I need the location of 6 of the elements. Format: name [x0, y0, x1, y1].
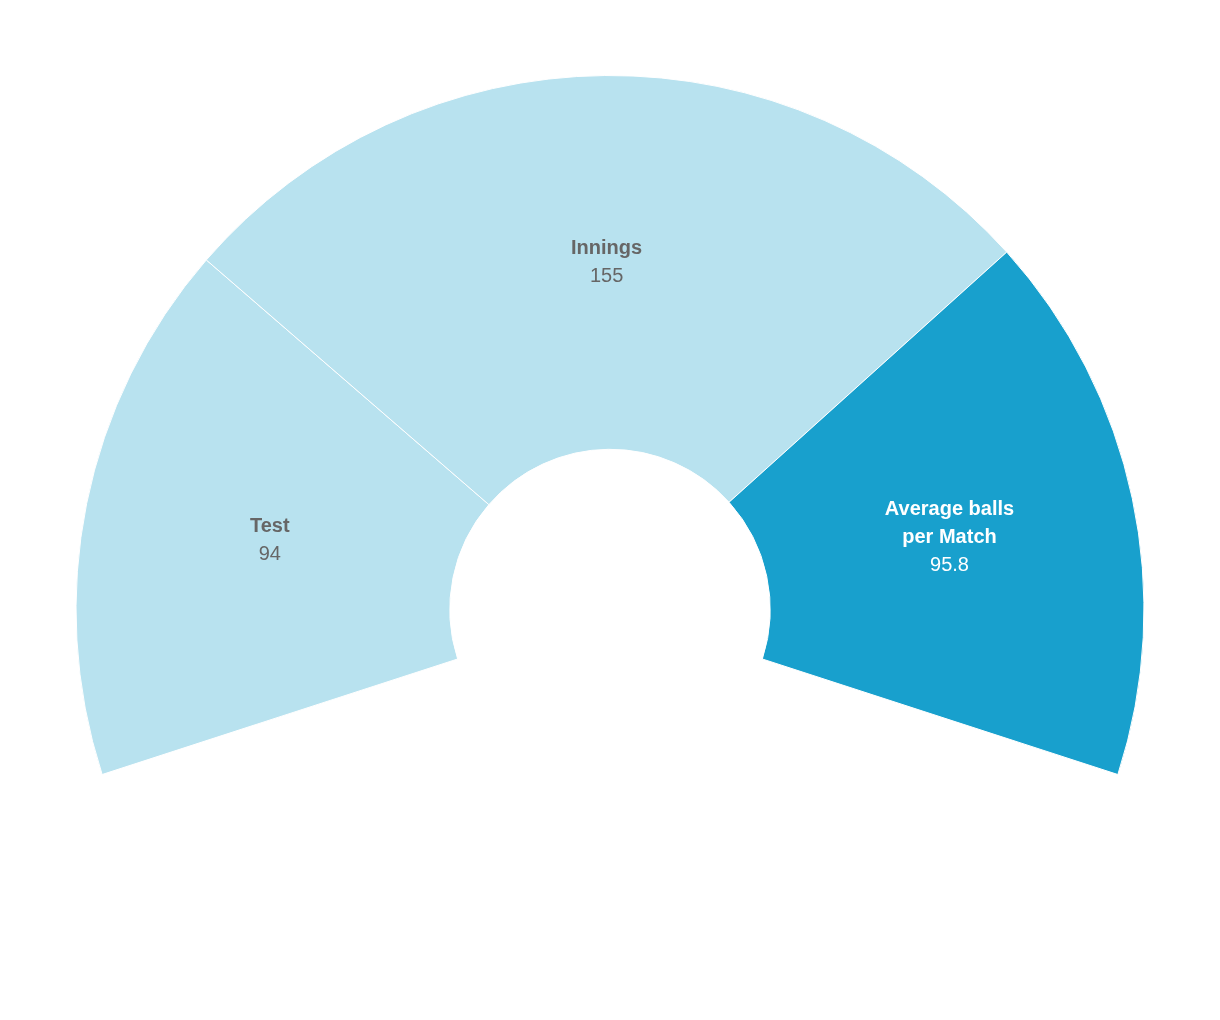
data-label: 94	[258, 542, 281, 565]
slice-label: Test	[249, 514, 290, 537]
slice-label: Innings	[571, 235, 643, 258]
data-label: 155	[589, 263, 624, 286]
slice-label: Average balls per Match	[884, 496, 1015, 547]
data-label: 95.8	[930, 552, 969, 575]
